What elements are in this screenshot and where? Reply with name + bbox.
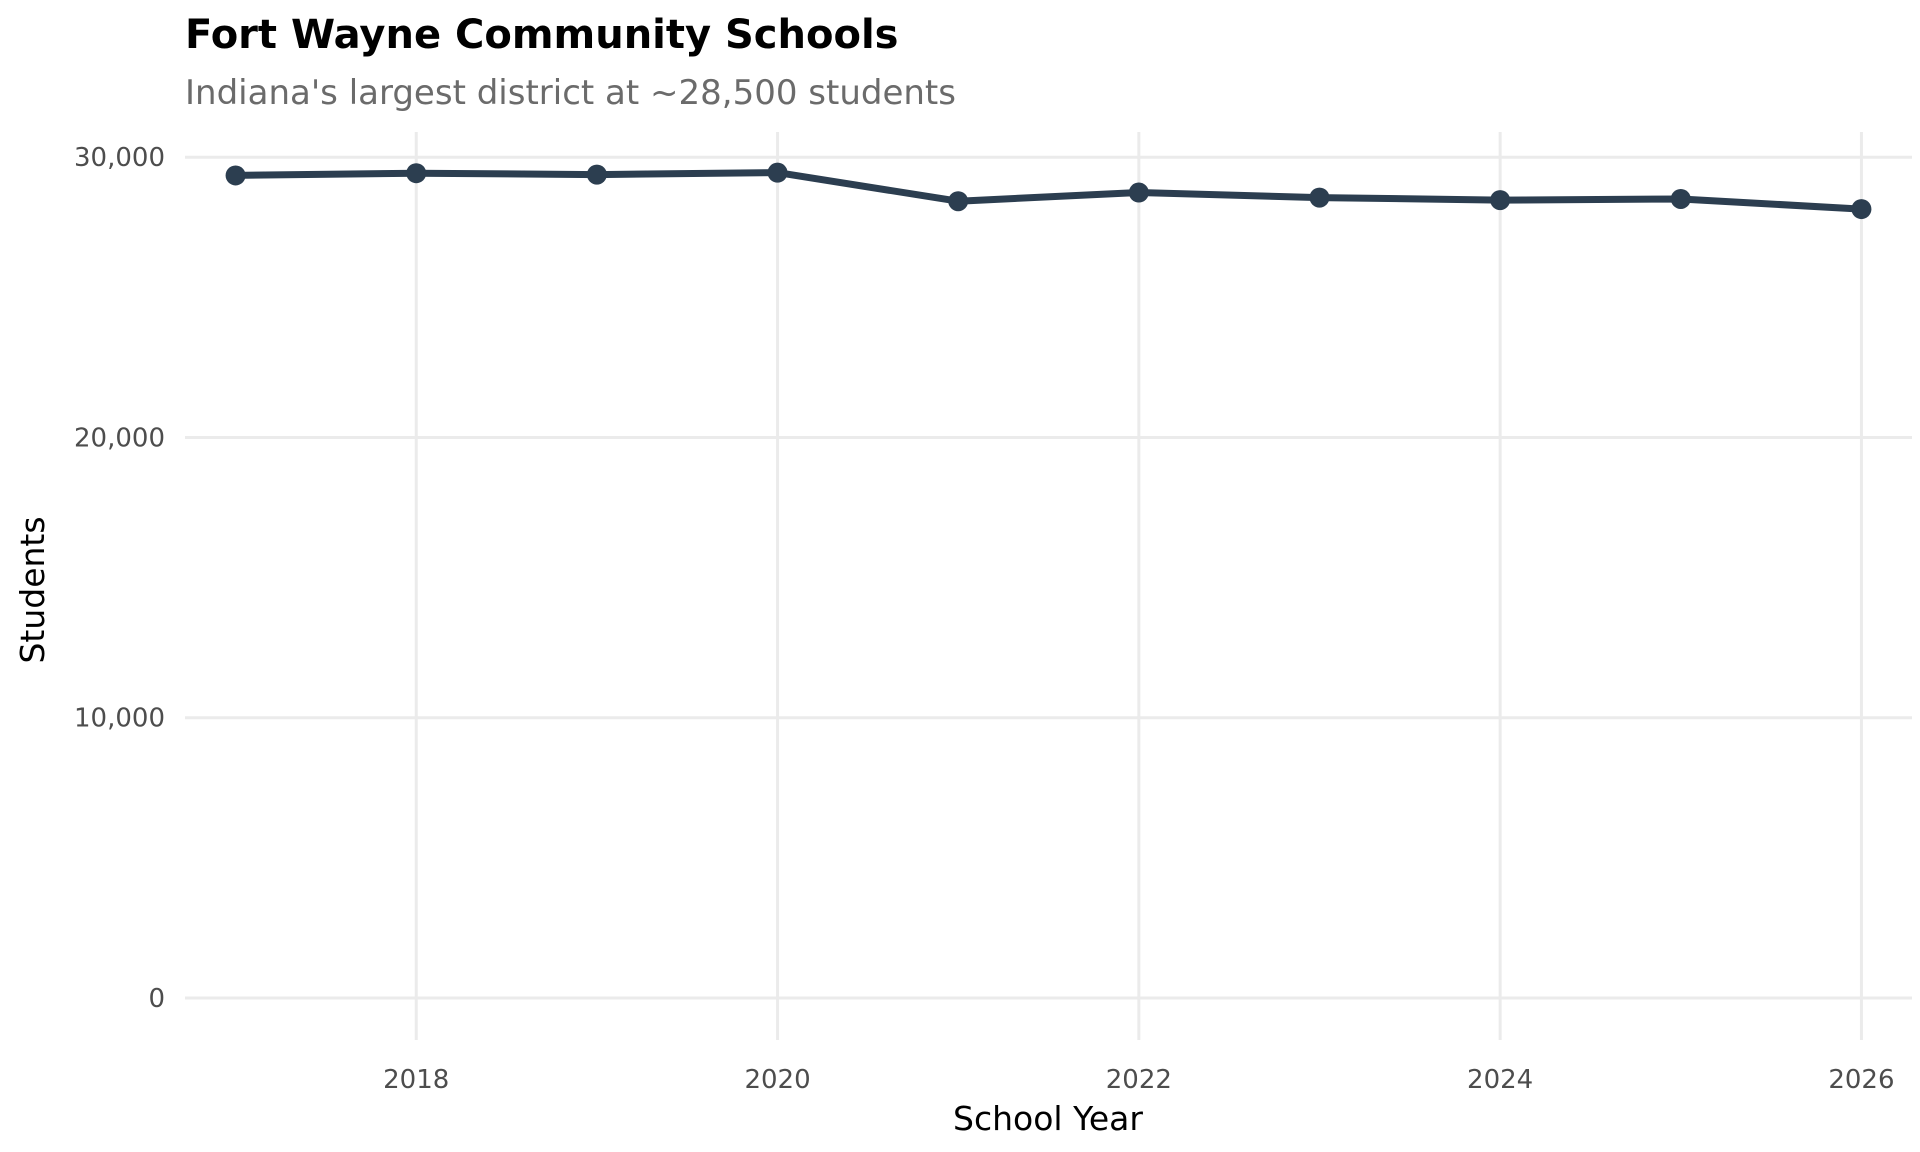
x-tick-label: 2024 — [1467, 1065, 1533, 1095]
y-tick-label: 0 — [148, 984, 165, 1014]
x-tick-label: 2018 — [383, 1065, 449, 1095]
series-layer — [225, 162, 1872, 220]
chart-title: Fort Wayne Community Schools — [185, 12, 898, 58]
y-axis-label: Students — [13, 516, 52, 663]
y-tick-label: 30,000 — [74, 143, 165, 173]
x-tick-label: 2020 — [744, 1065, 810, 1095]
data-point-2021 — [948, 191, 969, 212]
data-point-2020 — [767, 162, 788, 183]
data-point-2019 — [586, 164, 607, 185]
y-axis-ticks: 0 10,000 20,000 30,000 — [74, 143, 165, 1014]
x-axis-ticks: 2018 2020 2022 2024 2026 — [383, 1065, 1894, 1095]
data-point-2025 — [1670, 188, 1691, 209]
chart-subtitle: Indiana's largest district at ~28,500 st… — [185, 73, 956, 113]
series-line-0 — [232, 169, 1865, 213]
x-tick-label: 2026 — [1828, 1065, 1894, 1095]
data-point-2018 — [406, 163, 427, 184]
data-point-2024 — [1490, 190, 1511, 211]
y-tick-label: 10,000 — [74, 704, 165, 734]
gridlines — [185, 132, 1912, 1040]
data-point-2026 — [1851, 199, 1872, 220]
x-tick-label: 2022 — [1106, 1065, 1172, 1095]
y-tick-label: 20,000 — [74, 423, 165, 453]
data-point-2017 — [225, 165, 246, 186]
data-point-2023 — [1309, 187, 1330, 208]
x-axis-label: School Year — [953, 1099, 1143, 1138]
data-point-2022 — [1128, 182, 1149, 203]
